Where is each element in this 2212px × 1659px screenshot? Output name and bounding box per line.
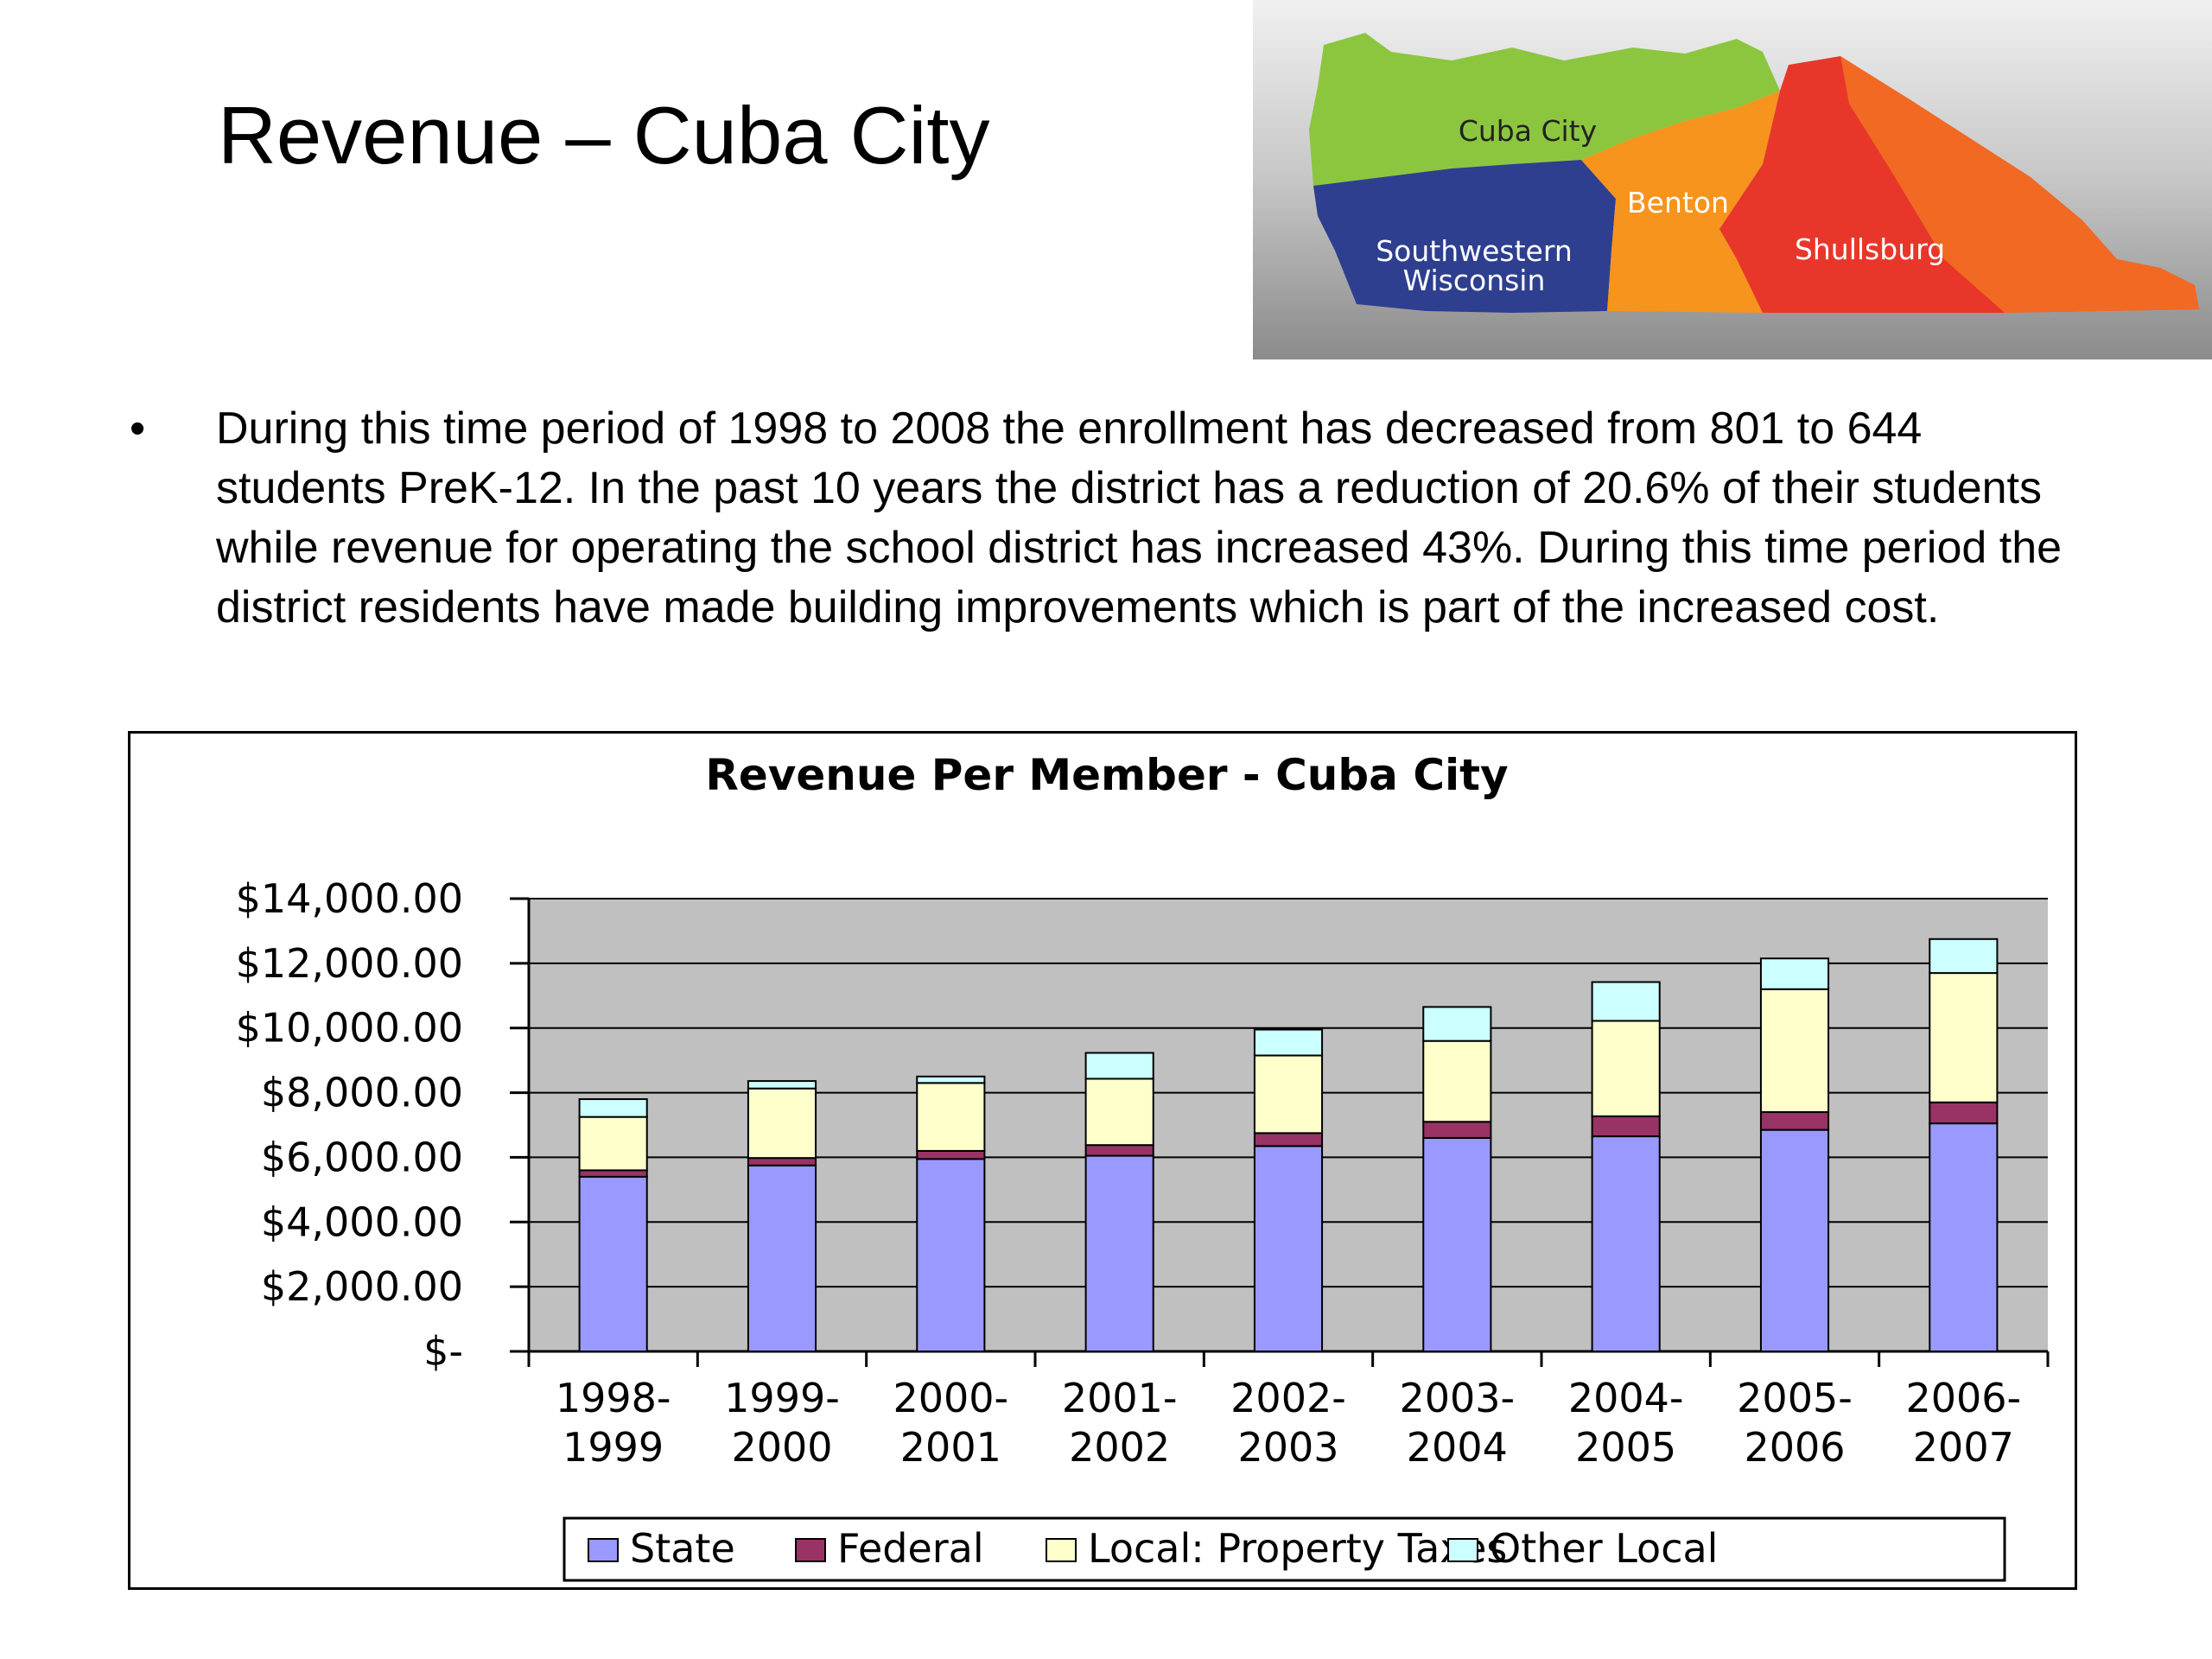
y-tick-label: $8,000.00: [261, 1070, 463, 1116]
map-region-southwestern-wisconsin: [1313, 160, 1616, 313]
district-map-graphic: Cuba City Southwestern Wisconsin Benton …: [1309, 33, 2199, 313]
map-label-southwestern: Southwestern: [1376, 234, 1573, 268]
bar-state: [747, 1164, 817, 1352]
bar-local-property-taxes: [1591, 1020, 1661, 1117]
x-tick-label: 2007: [1913, 1424, 2014, 1471]
bar-other-local: [916, 1075, 986, 1084]
bar-state: [916, 1158, 986, 1352]
legend-label: State: [630, 1525, 735, 1572]
bar-federal: [1929, 1101, 1999, 1125]
x-tick-label: 1999: [563, 1424, 664, 1471]
bar-state: [1929, 1122, 1999, 1352]
x-tick-label: 1998-: [556, 1375, 671, 1421]
bar-local-property-taxes: [578, 1116, 648, 1172]
x-tick-label: 2000-: [893, 1375, 1008, 1421]
bar-state: [1084, 1154, 1154, 1352]
bar-other-local: [1422, 1006, 1492, 1042]
map-label-cuba-city: Cuba City: [1459, 114, 1597, 148]
bar-state: [1759, 1128, 1830, 1352]
bar-local-property-taxes: [1759, 988, 1830, 1114]
y-tick-label: $4,000.00: [261, 1198, 463, 1245]
x-tick-label: 2002: [1069, 1424, 1170, 1471]
y-tick-label: $2,000.00: [261, 1263, 463, 1310]
bar-state: [1422, 1136, 1492, 1352]
legend-swatch: [588, 1538, 619, 1562]
y-tick-label: $12,000.00: [236, 940, 463, 987]
x-tick-label: 2003: [1237, 1424, 1338, 1471]
x-tick-label: 2004-: [1568, 1375, 1684, 1421]
x-tick-label: 2000: [731, 1424, 832, 1471]
x-tick-label: 2003-: [1399, 1375, 1515, 1421]
chart-title: Revenue Per Member - Cuba City: [705, 750, 1508, 800]
bar-state: [1591, 1135, 1661, 1352]
bar-other-local: [1084, 1052, 1154, 1080]
bar-federal: [1591, 1115, 1661, 1138]
x-tick-label: 1999-: [724, 1375, 840, 1421]
bar-federal: [916, 1149, 986, 1160]
bar-other-local: [747, 1080, 817, 1090]
bar-other-local: [1929, 938, 1999, 975]
bar-local-property-taxes: [916, 1082, 986, 1152]
x-tick-label: 2006: [1744, 1424, 1845, 1471]
map-region-shullsburg-glow: [1840, 56, 2199, 313]
map-label-wisconsin: Wisconsin: [1403, 264, 1546, 297]
y-tick-label: $6,000.00: [261, 1134, 463, 1180]
bar-other-local: [1253, 1028, 1324, 1057]
bar-federal: [1422, 1121, 1492, 1139]
bar-federal: [1253, 1132, 1324, 1147]
bar-local-property-taxes: [747, 1087, 817, 1160]
chart-svg: Revenue Per Member - Cuba City $- $2,000.…: [236, 750, 2050, 1582]
bullet-text: During this time period of 1998 to 2008 …: [216, 404, 2063, 632]
bullet-symbol: •: [130, 404, 146, 454]
legend-swatch: [1046, 1538, 1077, 1562]
x-tick-label: 2004: [1407, 1424, 1508, 1471]
y-tick-label: $10,000.00: [236, 1005, 463, 1052]
x-tick-label: 2005: [1575, 1424, 1676, 1471]
map-region-benton: [1581, 91, 1780, 313]
revenue-chart: Revenue Per Member - Cuba City $- $2,000.…: [128, 731, 2077, 1590]
bar-other-local: [578, 1098, 648, 1118]
x-tick-label: 2001-: [1062, 1375, 1178, 1421]
bar-other-local: [1591, 981, 1661, 1022]
y-tick-label: $-: [423, 1328, 463, 1375]
bar-local-property-taxes: [1084, 1077, 1154, 1147]
bar-other-local: [1759, 957, 1830, 990]
map-region-cuba-city: [1309, 33, 1780, 186]
x-tick-label: 2006-: [1905, 1375, 2021, 1421]
bar-federal: [747, 1157, 817, 1166]
bar-state: [1253, 1145, 1324, 1353]
bar-federal: [1759, 1111, 1830, 1131]
bar-federal: [1084, 1144, 1154, 1157]
bar-local-property-taxes: [1253, 1054, 1324, 1135]
legend-label: Federal: [837, 1525, 984, 1572]
bar-state: [578, 1175, 648, 1353]
x-tick-label: 2005-: [1737, 1375, 1853, 1421]
plot-area: $- $2,000.00 $4,000.00 $6,000.00 $8,000.00 $1…: [236, 875, 2050, 1582]
legend-label: Local: Property Taxes: [1088, 1525, 1507, 1572]
bar-federal: [578, 1169, 648, 1178]
bar-local-property-taxes: [1929, 972, 1999, 1103]
x-tick-label: 2002-: [1230, 1375, 1346, 1421]
legend-swatch: [795, 1538, 826, 1562]
y-tick-label: $14,000.00: [236, 875, 463, 922]
slide-title: Revenue – Cuba City: [218, 90, 990, 181]
legend-label: Other Local: [1490, 1525, 1718, 1572]
district-map: Cuba City Southwestern Wisconsin Benton …: [1253, 0, 2212, 359]
legend-swatch: [1447, 1538, 1478, 1562]
map-label-benton: Benton: [1627, 186, 1729, 219]
bar-local-property-taxes: [1422, 1039, 1492, 1123]
map-label-shullsburg: Shullsburg: [1795, 232, 1945, 266]
x-tick-label: 2001: [900, 1424, 1001, 1471]
